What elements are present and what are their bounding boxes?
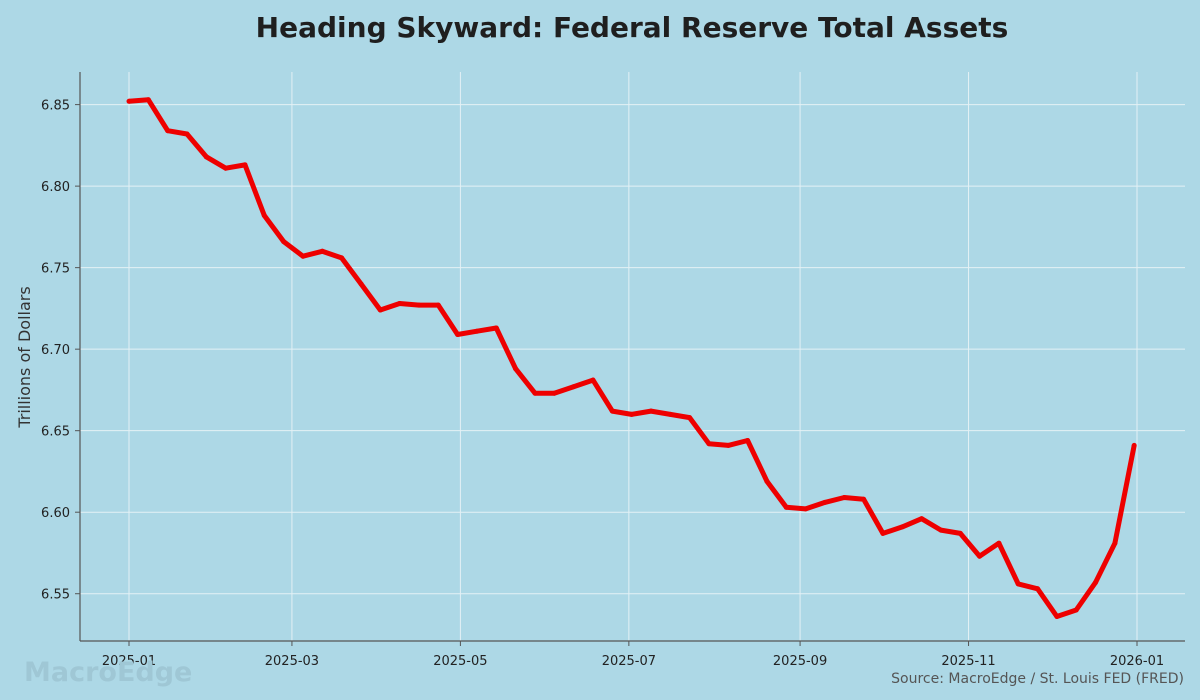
- series-line: [128, 97, 1137, 619]
- data-point: [1131, 442, 1137, 448]
- data-point: [667, 411, 673, 417]
- data-point: [1035, 586, 1041, 592]
- data-point: [590, 377, 596, 383]
- data-point: [880, 530, 886, 536]
- data-point: [242, 162, 248, 168]
- data-point: [184, 131, 190, 137]
- x-tick-label: 2025-01: [102, 654, 156, 669]
- y-axis-label: Trillions of Dollars: [15, 286, 34, 428]
- data-point: [339, 255, 345, 261]
- data-point: [803, 506, 809, 512]
- data-point: [513, 366, 519, 372]
- y-tick-label: 6.70: [41, 343, 70, 358]
- data-point: [957, 530, 963, 536]
- x-tick-label: 2025-03: [265, 654, 319, 669]
- data-point: [532, 390, 538, 396]
- y-tick-label: 6.60: [41, 506, 70, 521]
- data-point: [551, 390, 557, 396]
- data-point: [822, 499, 828, 505]
- data-point: [203, 154, 209, 160]
- data-point: [397, 301, 403, 306]
- data-point: [261, 213, 267, 218]
- x-tick-label: 2025-07: [602, 654, 656, 669]
- data-point: [841, 495, 847, 500]
- y-tick-label: 6.75: [41, 262, 70, 277]
- x-tick-label: 2025-11: [941, 654, 995, 669]
- data-point: [165, 128, 171, 134]
- data-point: [455, 332, 461, 337]
- x-tick-label: 2026-01: [1110, 654, 1164, 669]
- tick-labels: 6.55 6.60 6.65 6.70 6.75 6.80 6.85 2025-01 2025-…: [41, 99, 1164, 669]
- data-point: [1073, 607, 1079, 613]
- data-point: [764, 478, 770, 484]
- data-point: [783, 504, 789, 510]
- data-point: [1054, 614, 1060, 619]
- data-point: [648, 408, 654, 414]
- x-tick-label: 2025-05: [433, 654, 487, 669]
- source-note: Source: MacroEdge / St. Louis FED (FRED): [891, 671, 1184, 687]
- y-tick-label: 6.65: [41, 425, 70, 440]
- data-point: [861, 496, 867, 502]
- y-tick-label: 6.55: [41, 588, 70, 603]
- y-tick-label: 6.80: [41, 180, 70, 195]
- x-tick-label: 2025-09: [773, 654, 827, 669]
- data-point: [899, 524, 905, 530]
- watermark-logo: MacroEdge: [24, 657, 192, 688]
- series-layer: [126, 97, 1137, 619]
- data-point: [126, 98, 132, 104]
- data-point: [919, 516, 925, 522]
- data-point: [938, 527, 944, 533]
- data-point: [725, 442, 731, 448]
- data-point: [977, 553, 983, 559]
- data-point: [1015, 581, 1021, 587]
- data-point: [377, 307, 383, 313]
- data-point: [609, 408, 615, 414]
- data-point: [1112, 540, 1118, 546]
- grid: [80, 72, 1185, 641]
- data-point: [319, 248, 325, 254]
- data-point: [1093, 579, 1099, 585]
- chart-title: Heading Skyward: Federal Reserve Total A…: [256, 11, 1009, 44]
- data-point: [571, 384, 577, 390]
- data-point: [474, 328, 480, 334]
- data-point: [629, 411, 635, 417]
- axes: [75, 72, 1185, 646]
- data-point: [281, 239, 287, 245]
- data-point: [300, 253, 306, 259]
- data-point: [416, 302, 422, 308]
- y-tick-label: 6.85: [41, 99, 70, 114]
- data-point: [435, 302, 441, 308]
- data-point: [493, 325, 499, 331]
- data-point: [145, 97, 151, 103]
- data-point: [687, 415, 693, 421]
- data-point: [996, 540, 1002, 546]
- data-point: [706, 441, 712, 447]
- data-point: [223, 165, 229, 171]
- data-point: [358, 281, 364, 287]
- data-point: [745, 438, 751, 443]
